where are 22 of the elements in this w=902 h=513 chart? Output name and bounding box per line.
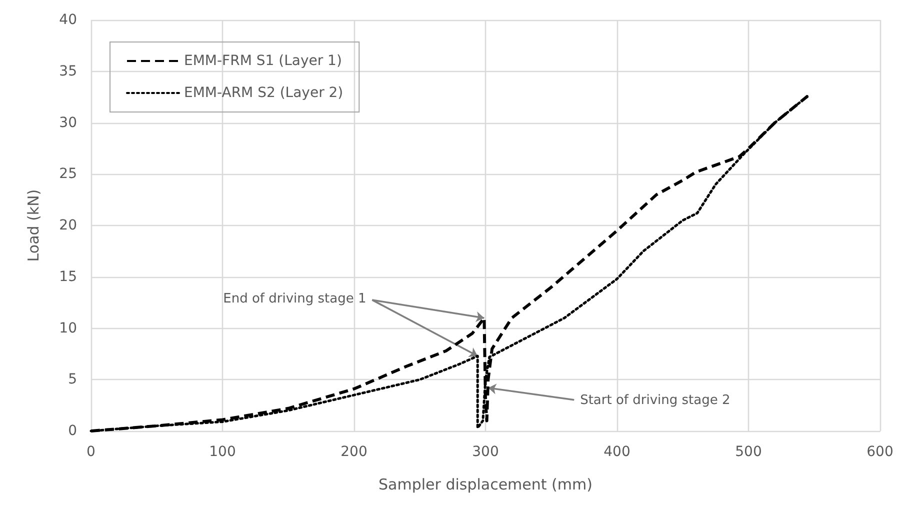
- y-tick-label: 25: [59, 166, 77, 182]
- y-tick-label: 0: [68, 423, 77, 439]
- y-tick-label: 10: [59, 320, 77, 336]
- y-tick-label: 15: [59, 268, 77, 285]
- x-tick-label: 300: [472, 444, 499, 460]
- annotation: Start of driving stage 2: [580, 393, 730, 408]
- x-tick-label: 100: [209, 444, 236, 460]
- x-tick-label: 400: [604, 444, 630, 460]
- x-axis-title: Sampler displacement (mm): [378, 476, 592, 494]
- x-tick-label: 500: [735, 444, 762, 460]
- y-axis-title: Load (kN): [24, 189, 42, 262]
- y-tick-label: 20: [59, 218, 77, 234]
- legend-label: EMM-ARM S2 (Layer 2): [184, 85, 344, 101]
- annotation: End of driving stage 1: [223, 292, 366, 307]
- x-tick-label: 0: [86, 444, 96, 460]
- y-tick-label: 5: [68, 372, 77, 388]
- legend-label: EMM-FRM S1 (Layer 1): [184, 53, 342, 69]
- y-tick-label: 30: [59, 114, 77, 131]
- y-tick-label: 40: [59, 12, 77, 28]
- x-tick-label: 200: [340, 444, 368, 460]
- y-tick-label: 35: [59, 63, 77, 80]
- x-tick-label: 600: [866, 444, 894, 460]
